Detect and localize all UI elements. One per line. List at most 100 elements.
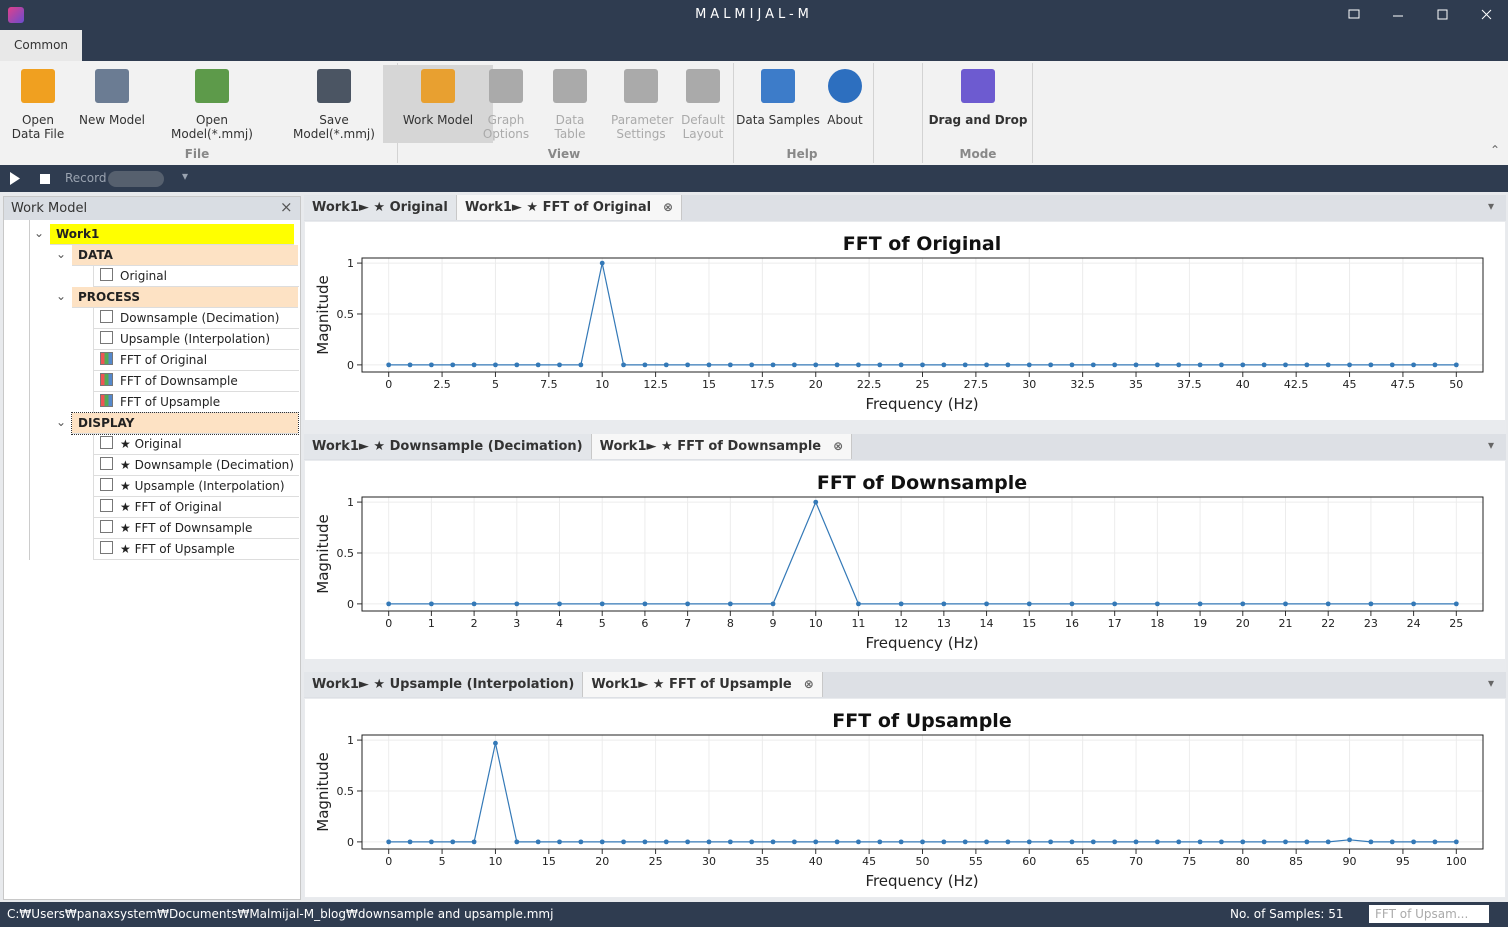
ribbon-button[interactable]: Parameter Settings xyxy=(586,65,696,141)
x-tick-label: 37.5 xyxy=(1177,378,1202,391)
tree-item[interactable]: FFT of Original xyxy=(93,350,299,371)
ribbon-tab[interactable]: Common xyxy=(0,30,82,61)
ribbon-button[interactable]: Drag and Drop xyxy=(923,65,1033,127)
data-point xyxy=(791,362,797,368)
tree-item[interactable]: Upsample (Interpolation) xyxy=(93,329,299,350)
item-icon xyxy=(100,373,113,386)
ribbon-button[interactable]: About xyxy=(790,65,900,127)
window-controls[interactable] xyxy=(1340,6,1500,26)
x-tick-label: 5 xyxy=(599,617,606,630)
data-point xyxy=(706,839,712,845)
data-point xyxy=(1197,601,1203,607)
pane-menu[interactable]: ▾ xyxy=(1487,199,1494,213)
x-tick-label: 65 xyxy=(1076,855,1090,868)
tree-item[interactable]: ★ FFT of Downsample xyxy=(93,518,299,539)
expander[interactable]: ⌄ xyxy=(56,415,67,429)
x-tick-label: 8 xyxy=(727,617,734,630)
ribbon-button[interactable]: Data Table xyxy=(515,65,625,141)
data-point xyxy=(1347,837,1352,843)
tree-item[interactable]: ★ Upsample (Interpolation) xyxy=(93,476,299,497)
expander[interactable]: ⌄ xyxy=(34,226,45,240)
item-icon xyxy=(100,394,113,407)
restore-layout[interactable] xyxy=(1348,9,1360,19)
tree-item[interactable]: ★ Original xyxy=(93,434,299,455)
button-icon xyxy=(686,69,720,103)
y-tick-label: 0 xyxy=(347,836,354,849)
x-tick-label: 30 xyxy=(1022,378,1036,391)
ribbon-button[interactable]: Open Model(*.mmj) xyxy=(157,65,267,141)
button-icon xyxy=(489,69,523,103)
data-point xyxy=(642,362,648,368)
data-point xyxy=(1240,601,1246,607)
record-toggle[interactable] xyxy=(108,171,164,187)
tree-group[interactable]: DISPLAY xyxy=(71,412,299,435)
ribbon-button[interactable]: Graph Options xyxy=(451,65,561,141)
data-point xyxy=(428,362,434,368)
tree-group[interactable]: PROCESS xyxy=(72,287,298,308)
document-tab[interactable]: Work1► ★ Downsample (Decimation) xyxy=(304,434,592,459)
pane-menu[interactable]: ▾ xyxy=(1487,438,1494,452)
toolbar-dropdown[interactable]: ▾ xyxy=(182,169,189,183)
tree-item[interactable]: FFT of Downsample xyxy=(93,371,299,392)
data-point xyxy=(599,260,605,266)
maximize[interactable] xyxy=(1437,9,1448,20)
tab-label: Work1► ★ FFT of Original xyxy=(465,200,652,215)
tree-item[interactable]: Original xyxy=(93,266,299,287)
data-point xyxy=(1219,839,1224,845)
expander[interactable]: ⌄ xyxy=(56,289,67,303)
ribbon-button[interactable]: Default Layout xyxy=(648,65,758,141)
pane-menu[interactable]: ▾ xyxy=(1487,676,1494,690)
document-tab[interactable]: Work1► ★ FFT of Upsample ⊗ xyxy=(583,672,823,697)
tab-close[interactable]: ⊗ xyxy=(833,439,844,453)
app-icon xyxy=(8,7,24,23)
ribbon-button[interactable]: Save Model(*.mmj) xyxy=(279,65,389,141)
data-point xyxy=(1005,839,1011,845)
chart-title: FFT of Upsample xyxy=(832,710,1011,732)
data-point xyxy=(493,740,498,746)
document-tab[interactable]: Work1► ★ FFT of Downsample ⊗ xyxy=(591,434,853,459)
tab-close[interactable]: ⊗ xyxy=(663,200,674,214)
chart-title: FFT of Original xyxy=(843,233,1001,255)
data-point xyxy=(535,839,541,845)
data-point xyxy=(1389,362,1395,368)
data-point xyxy=(1005,362,1011,368)
item-label: ★ FFT of Downsample xyxy=(120,521,253,535)
document-tab[interactable]: Work1► ★ Upsample (Interpolation) xyxy=(304,672,584,697)
item-icon xyxy=(100,499,113,512)
document-tab[interactable]: Work1► ★ Original xyxy=(304,195,457,220)
stop[interactable] xyxy=(40,174,50,184)
tree-item[interactable]: Downsample (Decimation) xyxy=(93,308,299,329)
chart-title: FFT of Downsample xyxy=(817,472,1027,494)
file-path: C:₩Users₩panaxsystem₩Documents₩Malmijal-… xyxy=(7,907,554,921)
item-label: ★ Original xyxy=(120,437,182,451)
expander[interactable]: ⌄ xyxy=(56,247,67,261)
item-icon xyxy=(100,436,113,449)
tree-item[interactable]: ★ FFT of Original xyxy=(93,497,299,518)
panel-close[interactable]: × xyxy=(280,198,293,216)
x-tick-label: 55 xyxy=(969,855,983,868)
data-point xyxy=(578,362,584,368)
ribbon-button[interactable]: New Model xyxy=(57,65,167,127)
ribbon-button[interactable]: Open Data File xyxy=(0,65,93,141)
tree-item[interactable]: ★ FFT of Upsample xyxy=(93,539,299,560)
document-tab[interactable]: Work1► ★ FFT of Original ⊗ xyxy=(457,195,683,220)
data-point xyxy=(1154,362,1160,368)
close[interactable] xyxy=(1481,9,1492,20)
ribbon-button[interactable]: Work Model xyxy=(383,65,493,143)
tab-strip: Work1► ★ Upsample (Interpolation) Work1► … xyxy=(304,672,1506,698)
play[interactable] xyxy=(10,172,20,185)
data-point xyxy=(471,362,477,368)
data-point xyxy=(1048,362,1054,368)
tree-item[interactable]: ★ Downsample (Decimation) xyxy=(93,455,299,476)
collapse-ribbon[interactable]: ⌃ xyxy=(1490,143,1501,157)
data-point xyxy=(749,362,755,368)
x-tick-label: 7 xyxy=(684,617,691,630)
playback[interactable] xyxy=(8,171,54,187)
tree-root[interactable]: Work1 xyxy=(50,224,294,245)
tab-close[interactable]: ⊗ xyxy=(803,677,814,691)
ribbon-button[interactable]: Data Samples xyxy=(723,65,833,127)
tree-group[interactable]: DATA xyxy=(72,245,298,266)
graph-selector[interactable]: FFT of Upsam... xyxy=(1369,905,1489,923)
tree-item[interactable]: FFT of Upsample xyxy=(93,392,299,413)
data-point xyxy=(386,601,392,607)
